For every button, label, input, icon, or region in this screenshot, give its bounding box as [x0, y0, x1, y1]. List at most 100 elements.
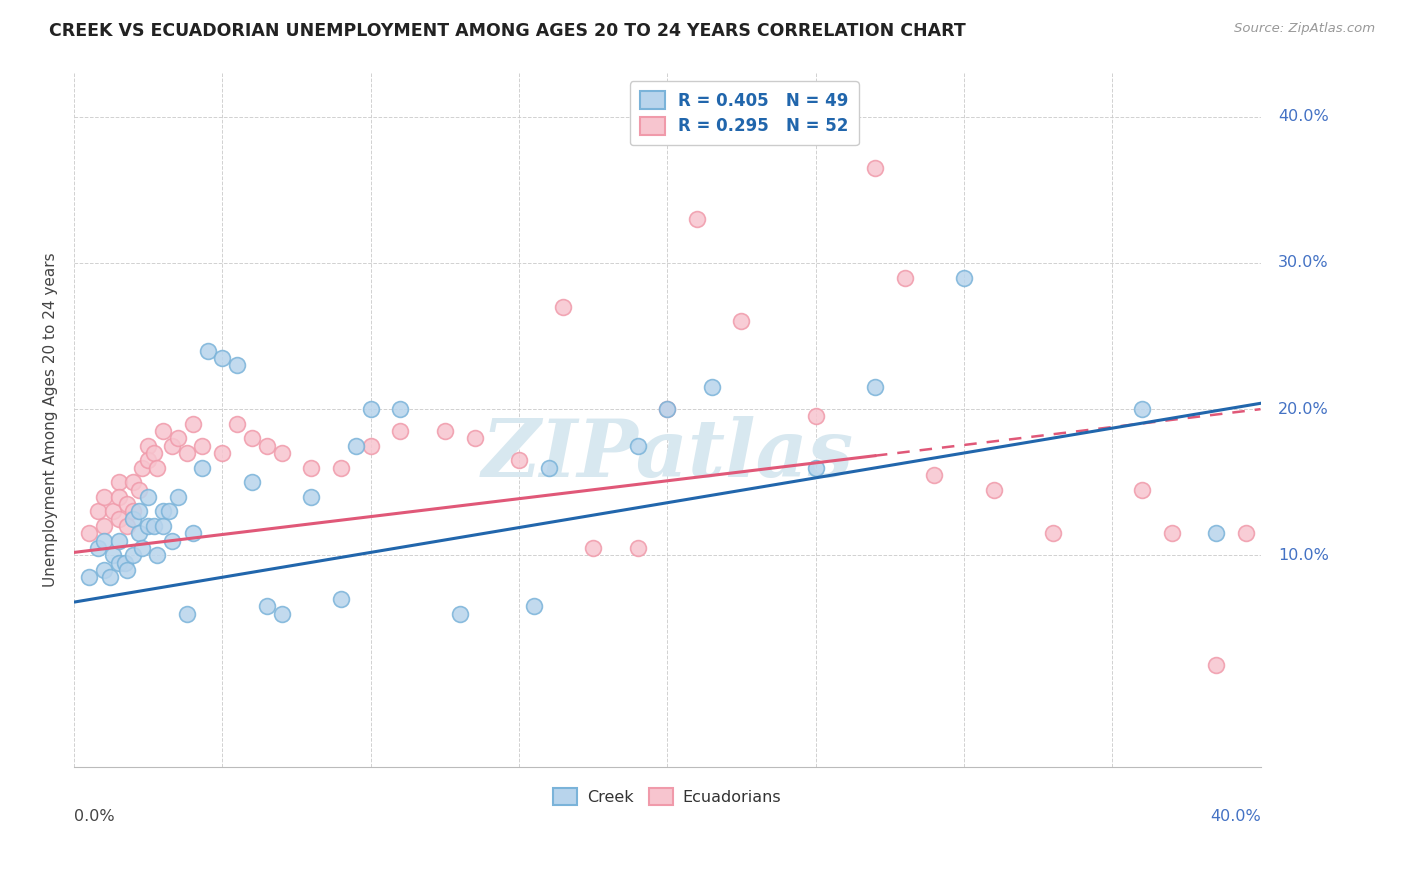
Point: [240, 431, 263, 445]
Point: [107, 475, 129, 490]
Y-axis label: Unemployment Among Ages 20 to 24 years: Unemployment Among Ages 20 to 24 years: [44, 252, 58, 588]
Point: [657, 402, 679, 417]
Point: [190, 460, 212, 475]
Text: 0.0%: 0.0%: [75, 809, 115, 824]
Text: 20.0%: 20.0%: [1278, 401, 1329, 417]
Point: [226, 417, 249, 431]
Point: [256, 439, 278, 453]
Point: [93, 563, 115, 577]
Point: [107, 556, 129, 570]
Point: [117, 563, 139, 577]
Point: [197, 343, 219, 358]
Point: [582, 541, 605, 555]
Point: [226, 359, 249, 373]
Legend: Creek, Ecuadorians: Creek, Ecuadorians: [547, 781, 787, 812]
Point: [87, 504, 110, 518]
Point: [983, 483, 1005, 497]
Point: [128, 483, 150, 497]
Point: [463, 431, 485, 445]
Text: Source: ZipAtlas.com: Source: ZipAtlas.com: [1234, 22, 1375, 36]
Point: [152, 504, 174, 518]
Text: 40.0%: 40.0%: [1278, 110, 1329, 124]
Point: [330, 592, 353, 607]
Point: [136, 519, 159, 533]
Point: [1160, 526, 1182, 541]
Point: [167, 490, 190, 504]
Point: [863, 380, 886, 394]
Point: [240, 475, 263, 490]
Point: [176, 607, 198, 621]
Point: [1130, 402, 1153, 417]
Point: [146, 460, 169, 475]
Point: [93, 519, 115, 533]
Point: [211, 446, 233, 460]
Point: [330, 460, 353, 475]
Point: [107, 512, 129, 526]
Point: [270, 446, 292, 460]
Point: [553, 300, 575, 314]
Point: [143, 446, 166, 460]
Point: [152, 519, 174, 533]
Point: [804, 460, 827, 475]
Point: [523, 599, 546, 614]
Point: [730, 314, 752, 328]
Point: [190, 439, 212, 453]
Point: [136, 453, 159, 467]
Point: [360, 439, 382, 453]
Point: [98, 570, 121, 584]
Text: 40.0%: 40.0%: [1209, 809, 1261, 824]
Text: ZIPatlas: ZIPatlas: [481, 416, 853, 493]
Point: [131, 541, 153, 555]
Point: [107, 490, 129, 504]
Point: [160, 439, 183, 453]
Point: [893, 270, 915, 285]
Point: [922, 467, 945, 482]
Point: [449, 607, 471, 621]
Point: [627, 439, 650, 453]
Point: [101, 549, 124, 563]
Point: [176, 446, 198, 460]
Point: [863, 161, 886, 175]
Point: [117, 519, 139, 533]
Point: [389, 402, 412, 417]
Text: 30.0%: 30.0%: [1278, 255, 1329, 270]
Point: [77, 526, 100, 541]
Point: [1205, 526, 1227, 541]
Point: [114, 556, 136, 570]
Point: [433, 424, 456, 438]
Point: [686, 212, 709, 227]
Point: [181, 417, 204, 431]
Point: [167, 431, 190, 445]
Point: [181, 526, 204, 541]
Point: [136, 439, 159, 453]
Point: [270, 607, 292, 621]
Point: [146, 549, 169, 563]
Point: [122, 504, 145, 518]
Point: [657, 402, 679, 417]
Point: [344, 439, 367, 453]
Point: [508, 453, 530, 467]
Point: [143, 519, 166, 533]
Point: [122, 475, 145, 490]
Point: [117, 497, 139, 511]
Point: [1205, 657, 1227, 672]
Point: [804, 409, 827, 424]
Point: [160, 533, 183, 548]
Point: [128, 526, 150, 541]
Point: [122, 512, 145, 526]
Point: [77, 570, 100, 584]
Point: [93, 490, 115, 504]
Text: 10.0%: 10.0%: [1278, 548, 1329, 563]
Text: CREEK VS ECUADORIAN UNEMPLOYMENT AMONG AGES 20 TO 24 YEARS CORRELATION CHART: CREEK VS ECUADORIAN UNEMPLOYMENT AMONG A…: [49, 22, 966, 40]
Point: [1042, 526, 1064, 541]
Point: [360, 402, 382, 417]
Point: [211, 351, 233, 365]
Point: [136, 490, 159, 504]
Point: [389, 424, 412, 438]
Point: [299, 490, 322, 504]
Point: [101, 504, 124, 518]
Point: [1234, 526, 1257, 541]
Point: [157, 504, 180, 518]
Point: [131, 460, 153, 475]
Point: [122, 549, 145, 563]
